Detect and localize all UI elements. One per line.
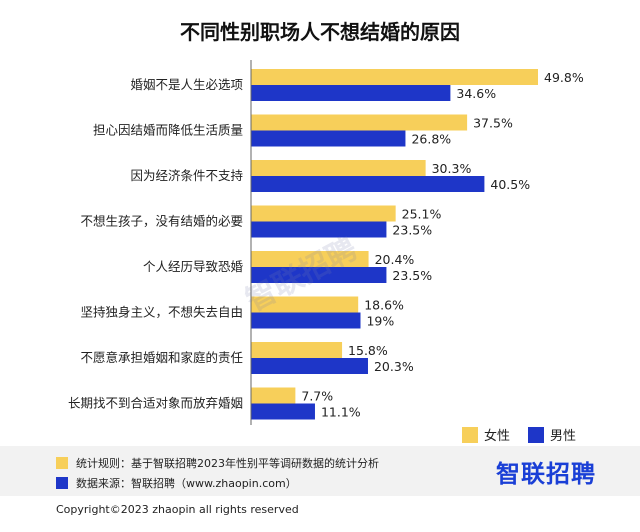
note-swatch-yellow <box>56 457 68 469</box>
category-label: 婚姻不是人生必选项 <box>130 77 243 92</box>
data-label-male: 40.5% <box>490 177 530 192</box>
legend-swatch-female <box>461 426 478 443</box>
legend-label-male: 男性 <box>549 429 576 444</box>
bar-male <box>251 312 361 329</box>
data-label-male: 34.6% <box>456 86 496 101</box>
bar-female <box>251 251 369 267</box>
bar-male <box>251 130 406 147</box>
note-stat-rule-text: 统计规则：基于智联招聘2023年性别平等调研数据的统计分析 <box>76 457 379 470</box>
bar-female <box>251 205 396 222</box>
note-data-source: 数据来源：智联招聘（www.zhaopin.com） <box>56 475 297 491</box>
data-label-male: 23.5% <box>392 223 432 238</box>
data-label-female: 20.4% <box>375 252 415 267</box>
data-label-male: 19% <box>366 314 394 329</box>
notes-band: 统计规则：基于智联招聘2023年性别平等调研数据的统计分析 数据来源：智联招聘（… <box>0 446 640 496</box>
bar-female <box>251 296 359 313</box>
data-label-male: 23.5% <box>392 268 432 283</box>
category-label: 个人经历导致恐婚 <box>143 259 244 274</box>
bar-male <box>251 358 368 374</box>
bar-male <box>251 176 485 192</box>
note-stat-rule: 统计规则：基于智联招聘2023年性别平等调研数据的统计分析 <box>56 455 379 471</box>
bar-female <box>251 114 468 131</box>
bar-male <box>251 403 315 420</box>
chart-title: 不同性别职场人不想结婚的原因 <box>180 20 460 44</box>
legend-item-female: 女性 <box>461 425 510 444</box>
category-label: 坚持独身主义，不想失去自由 <box>80 305 243 320</box>
bar-chart: 婚姻不是人生必选项 49.8% 34.6% 担心因结婚而降低生活质量 37.5% 26.8… <box>68 60 584 425</box>
legend: 女性 男性 <box>461 425 576 444</box>
data-label-male: 20.3% <box>374 359 414 374</box>
data-label-female: 7.7% <box>301 389 333 404</box>
note-swatch-blue <box>56 477 68 489</box>
bar-male <box>251 221 387 238</box>
data-label-male: 11.1% <box>321 405 361 420</box>
category-label: 长期找不到合适对象而放弃婚姻 <box>68 396 243 411</box>
data-label-female: 15.8% <box>348 343 388 358</box>
bar-male <box>251 85 451 101</box>
category-label: 不想生孩子，没有结婚的必要 <box>80 214 243 229</box>
note-data-source-text: 数据来源：智联招聘（www.zhaopin.com） <box>76 477 297 490</box>
data-label-female: 25.1% <box>402 207 442 222</box>
bar-female <box>251 160 426 176</box>
data-label-female: 37.5% <box>473 116 513 131</box>
legend-swatch-male <box>527 426 544 443</box>
bar-female <box>251 69 538 85</box>
category-label: 因为经济条件不支持 <box>130 168 243 183</box>
copyright: Copyright©2023 zhaopin all rights reserv… <box>56 503 299 516</box>
legend-label-female: 女性 <box>483 429 510 444</box>
data-label-male: 26.8% <box>411 132 451 147</box>
data-label-female: 49.8% <box>544 70 584 85</box>
bar-male <box>251 267 387 283</box>
bar-female <box>251 342 343 358</box>
data-label-female: 18.6% <box>364 298 404 313</box>
legend-item-male: 男性 <box>527 425 576 444</box>
bar-female <box>251 387 296 404</box>
brand-logo: 智联招聘 <box>496 460 596 488</box>
category-label: 担心因结婚而降低生活质量 <box>93 123 243 138</box>
category-label: 不愿意承担婚姻和家庭的责任 <box>80 350 243 365</box>
data-label-female: 30.3% <box>432 161 472 176</box>
